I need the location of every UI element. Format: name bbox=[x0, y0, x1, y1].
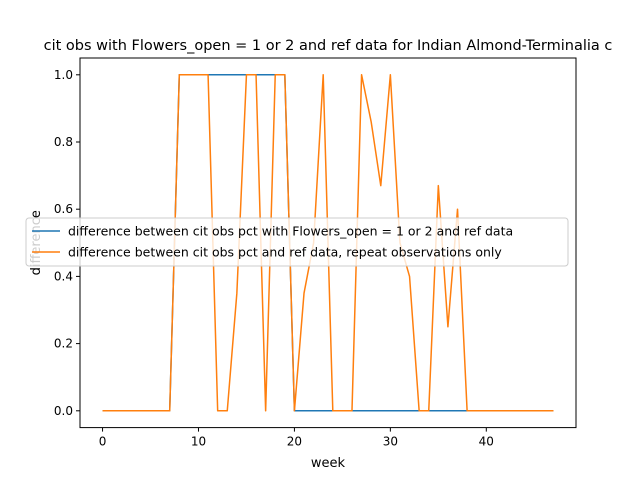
x-tick-label: 40 bbox=[479, 435, 494, 449]
y-tick-label: 0.2 bbox=[54, 337, 73, 351]
x-tick-label: 0 bbox=[99, 435, 107, 449]
y-tick-label: 0.6 bbox=[54, 202, 73, 216]
legend-box bbox=[25, 217, 569, 267]
y-tick-label: 1.0 bbox=[54, 68, 73, 82]
y-tick-label: 0.4 bbox=[54, 269, 73, 283]
x-axis-label: week bbox=[311, 456, 346, 471]
legend-label-0: difference between cit obs pct with Flow… bbox=[68, 224, 513, 239]
y-tick-label: 0.0 bbox=[54, 404, 73, 418]
legend: difference between cit obs pct with Flow… bbox=[25, 217, 569, 267]
x-axis-ticks: 0 10 20 30 40 bbox=[99, 427, 494, 449]
x-tick-label: 30 bbox=[383, 435, 398, 449]
chart-title: cit obs with Flowers_open = 1 or 2 and r… bbox=[44, 38, 613, 54]
legend-label-1: difference between cit obs pct and ref d… bbox=[68, 245, 502, 260]
x-tick-label: 10 bbox=[191, 435, 206, 449]
y-axis-ticks: 0.0 0.2 0.4 0.6 0.8 1.0 bbox=[54, 68, 80, 418]
y-tick-label: 0.8 bbox=[54, 135, 73, 149]
x-tick-label: 20 bbox=[287, 435, 302, 449]
